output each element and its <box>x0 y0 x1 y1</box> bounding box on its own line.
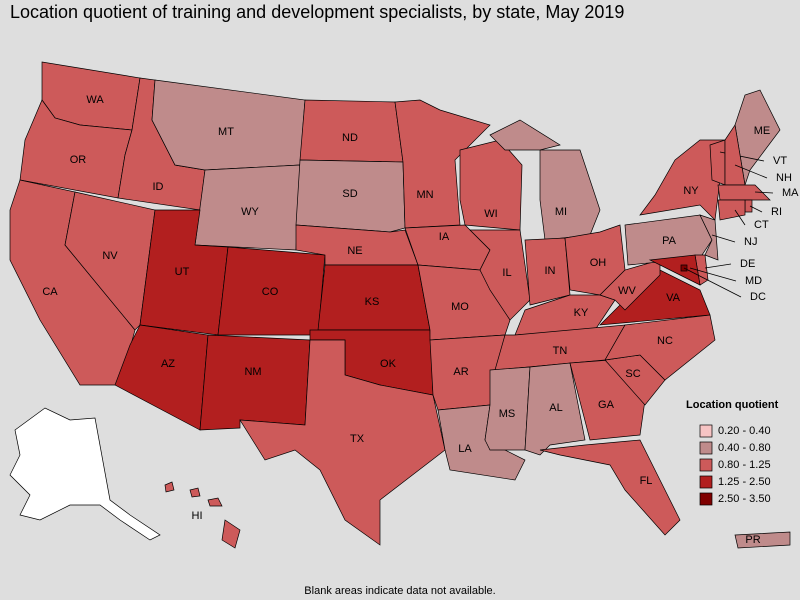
state-label: DC <box>750 291 766 303</box>
state-label: MO <box>451 301 469 313</box>
state-label: MS <box>499 408 516 420</box>
state-label: WV <box>618 285 636 297</box>
state-shape <box>648 254 701 286</box>
state-label: AR <box>453 366 468 378</box>
state-label: CT <box>754 219 769 231</box>
legend-swatch <box>699 492 713 506</box>
state-shape <box>734 531 791 549</box>
state-label: AZ <box>161 358 175 370</box>
state-label: MT <box>218 126 234 138</box>
state-shape <box>295 159 406 233</box>
state-label: NC <box>657 335 673 347</box>
leader-line <box>711 234 736 243</box>
state-shape <box>239 339 446 546</box>
state-label: WI <box>484 208 497 220</box>
leader-line <box>749 205 763 213</box>
legend-title: Location quotient <box>686 399 779 411</box>
state-shape <box>624 214 713 266</box>
state-label: HI <box>192 510 203 522</box>
legend-swatch <box>699 475 713 489</box>
state-label: WA <box>86 94 104 106</box>
state-shape <box>164 481 175 493</box>
legend-label: 1.25 - 2.50 <box>718 476 771 488</box>
state-label: MN <box>416 189 433 201</box>
legend-swatch <box>699 441 713 455</box>
state-shape <box>469 229 531 321</box>
state-label: WY <box>241 206 259 218</box>
legend-label: 0.40 - 0.80 <box>718 442 771 454</box>
leader-line <box>734 164 768 179</box>
legend-label: 0.80 - 1.25 <box>718 459 771 471</box>
state-label: VA <box>666 292 681 304</box>
state-label: CO <box>262 286 279 298</box>
state-label: LA <box>458 443 472 455</box>
state-label: ME <box>754 125 771 137</box>
legend-swatch <box>699 424 713 438</box>
state-label: OK <box>380 358 397 370</box>
leader-line <box>683 267 742 298</box>
state-label: KS <box>365 296 380 308</box>
state-label: SD <box>342 188 357 200</box>
state-shape <box>189 487 201 498</box>
state-label: AL <box>549 402 562 414</box>
state-label: RI <box>771 206 782 218</box>
state-shape <box>717 199 746 221</box>
legend-label: 2.50 - 3.50 <box>718 493 771 505</box>
state-label: NH <box>776 172 792 184</box>
state-shape <box>199 334 311 431</box>
alaska-no-data <box>9 407 161 541</box>
state-shape <box>639 139 726 221</box>
state-shape <box>64 191 156 331</box>
state-label: SC <box>625 368 640 380</box>
state-label: PA <box>662 235 677 247</box>
state-shape <box>489 119 561 151</box>
state-shape <box>699 214 719 261</box>
state-label: VT <box>773 155 787 167</box>
state-shape <box>744 199 753 213</box>
state-shape <box>709 139 726 186</box>
state-label: CA <box>42 286 58 298</box>
state-label: KY <box>574 307 589 319</box>
state-label: NE <box>347 245 362 257</box>
state-shape <box>539 439 681 536</box>
leader-line <box>704 263 732 269</box>
state-shape <box>394 99 491 229</box>
state-label: IA <box>439 231 450 243</box>
state-label: IL <box>502 267 511 279</box>
state-label: IN <box>545 265 556 277</box>
leader-line <box>754 191 774 194</box>
legend-swatch <box>699 458 713 472</box>
state-label: PR <box>745 534 760 546</box>
state-label: MD <box>745 275 762 287</box>
leader-line <box>734 209 746 226</box>
state-label: ND <box>342 132 358 144</box>
state-label: TN <box>553 345 568 357</box>
state-shape <box>114 324 209 431</box>
footnote: Blank areas indicate data not available. <box>304 585 495 597</box>
legend-label: 0.20 - 0.40 <box>718 425 771 437</box>
state-label: NY <box>683 185 699 197</box>
state-label: MA <box>782 187 799 199</box>
state-label: NV <box>102 250 118 262</box>
state-label: UT <box>175 266 190 278</box>
state-shape <box>539 149 601 241</box>
state-label: OH <box>590 257 607 269</box>
state-label: NJ <box>744 236 757 248</box>
state-label: MI <box>555 206 567 218</box>
state-shape <box>717 184 771 201</box>
state-shape <box>599 259 661 311</box>
state-shape <box>207 497 223 507</box>
state-label: NM <box>244 366 261 378</box>
state-label: DE <box>740 258 755 270</box>
state-label: FL <box>640 475 653 487</box>
state-label: ID <box>153 181 164 193</box>
state-label: TX <box>350 433 365 445</box>
state-label: OR <box>70 154 87 166</box>
leader-line <box>689 267 737 282</box>
state-shape <box>221 519 241 549</box>
state-label: GA <box>598 399 615 411</box>
map-title: Location quotient of training and develo… <box>10 2 624 22</box>
